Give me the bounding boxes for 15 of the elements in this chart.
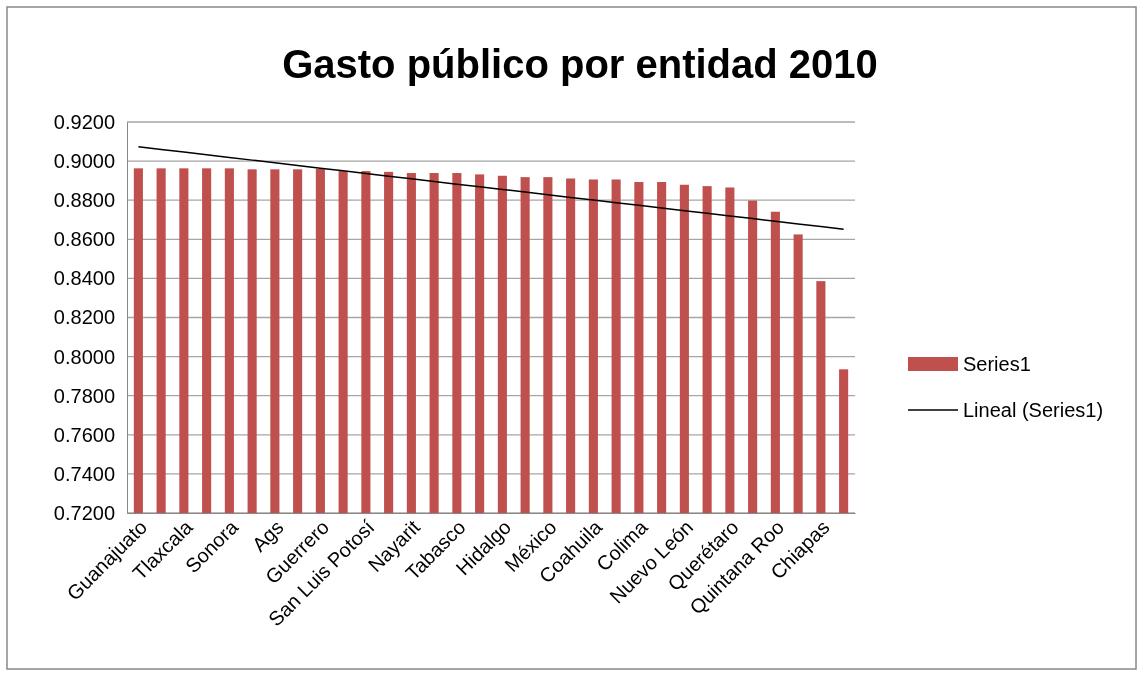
- y-tick-label: 0.8600: [53, 228, 115, 251]
- chart-title: Gasto público por entidad 2010: [282, 42, 878, 86]
- y-tick-label: 0.7800: [53, 384, 115, 407]
- y-tick-label: 0.8400: [53, 267, 115, 290]
- y-tick-label: 0.8800: [53, 189, 115, 212]
- y-tick-label: 0.9000: [53, 150, 115, 172]
- y-tick-label: 0.9200: [53, 110, 115, 133]
- y-tick-label: 0.7400: [53, 462, 115, 485]
- line-series: [137, 146, 845, 231]
- y-tick-label: 0.8000: [53, 345, 115, 368]
- legend-label: Lineal (Series1): [963, 399, 1104, 421]
- y-tick-label: 0.7200: [53, 501, 115, 524]
- y-tick-label: 0.8200: [53, 306, 115, 329]
- y-tick-label: 0.7600: [53, 423, 115, 446]
- legend-label: Series1: [963, 353, 1031, 375]
